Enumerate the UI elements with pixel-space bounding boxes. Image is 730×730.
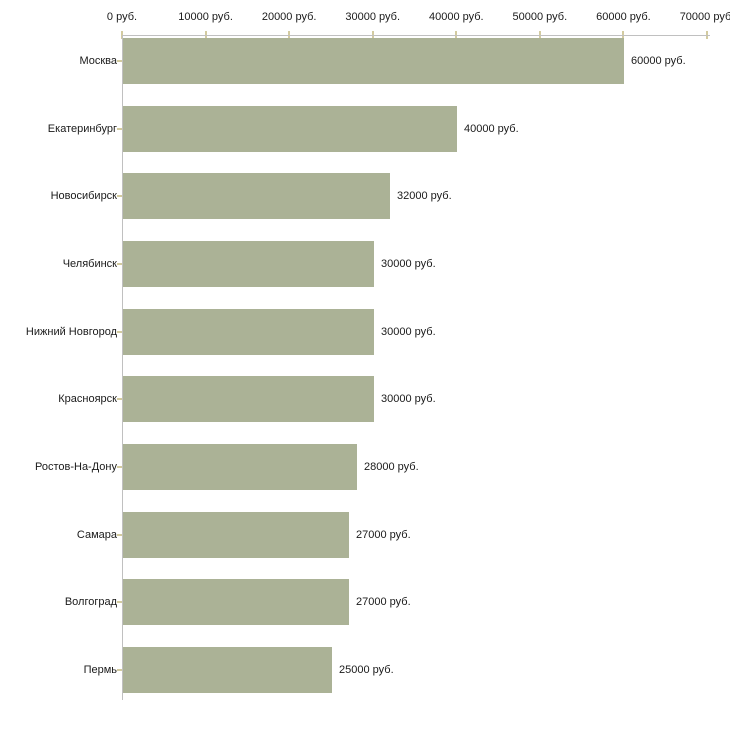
category-tick bbox=[117, 195, 122, 197]
category-label: Красноярск bbox=[58, 393, 117, 405]
y-axis-line bbox=[122, 35, 123, 700]
x-tick-label: 60000 руб. bbox=[596, 11, 651, 23]
category-tick bbox=[117, 331, 122, 333]
category-label: Нижний Новгород bbox=[25, 326, 117, 338]
bar bbox=[123, 647, 332, 693]
category-tick bbox=[117, 466, 122, 468]
x-tick-label: 20000 руб. bbox=[261, 11, 317, 23]
category-label: Самара bbox=[76, 529, 117, 541]
bar bbox=[123, 376, 374, 422]
x-tick-label: 30000 руб. bbox=[345, 11, 401, 23]
x-tick-label: 70000 руб. bbox=[679, 11, 730, 23]
category-tick bbox=[117, 128, 122, 130]
bar bbox=[123, 309, 374, 355]
value-label: 27000 руб. bbox=[356, 529, 411, 541]
category-label: Екатеринбург bbox=[47, 123, 117, 135]
bar bbox=[123, 579, 349, 625]
x-tick-label: 10000 руб. bbox=[178, 11, 233, 23]
category-tick bbox=[117, 60, 122, 62]
bar bbox=[123, 106, 457, 152]
category-label: Челябинск bbox=[62, 258, 117, 270]
x-tick-label: 0 руб. bbox=[106, 11, 138, 23]
x-tick-label: 40000 руб. bbox=[428, 11, 484, 23]
value-label: 60000 руб. bbox=[631, 55, 686, 67]
value-label: 30000 руб. bbox=[381, 258, 436, 270]
category-tick bbox=[117, 534, 122, 536]
bar bbox=[123, 173, 390, 219]
bar bbox=[123, 444, 357, 490]
category-label: Новосибирск bbox=[50, 190, 117, 202]
bar bbox=[123, 512, 349, 558]
value-label: 28000 руб. bbox=[364, 461, 419, 473]
category-label: Пермь bbox=[83, 664, 117, 676]
category-tick bbox=[117, 601, 122, 603]
bar bbox=[123, 241, 374, 287]
bar bbox=[123, 38, 624, 84]
value-label: 32000 руб. bbox=[397, 190, 452, 202]
category-label: Волгоград bbox=[64, 596, 117, 608]
category-tick bbox=[117, 263, 122, 265]
category-label: Ростов-На-Дону bbox=[34, 461, 117, 473]
value-label: 27000 руб. bbox=[356, 596, 411, 608]
category-tick bbox=[117, 398, 122, 400]
value-label: 30000 руб. bbox=[381, 393, 436, 405]
value-label: 30000 руб. bbox=[381, 326, 436, 338]
value-label: 40000 руб. bbox=[464, 123, 519, 135]
category-label: Москва bbox=[79, 55, 117, 67]
x-axis-line bbox=[122, 35, 710, 36]
x-tick-label: 50000 руб. bbox=[512, 11, 568, 23]
value-label: 25000 руб. bbox=[339, 664, 394, 676]
category-tick bbox=[117, 669, 122, 671]
